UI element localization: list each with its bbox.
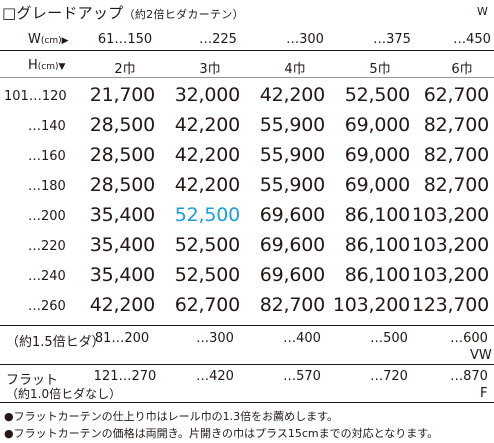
price-cell: 28,500 xyxy=(89,144,155,166)
price-cell: 86,100 xyxy=(344,204,410,226)
w-range-4: …375 xyxy=(373,32,411,47)
price-cell: 82,700 xyxy=(423,114,489,136)
width-count-2: 2巾 xyxy=(114,62,136,77)
pleat15-range-3: …400 xyxy=(283,331,321,346)
width-count-6: 6巾 xyxy=(451,62,473,77)
price-cell: 69,000 xyxy=(344,174,410,196)
price-cell: 42,200 xyxy=(174,174,240,196)
price-cell: 69,600 xyxy=(259,234,325,256)
price-cell: 86,100 xyxy=(344,234,410,256)
note-2: ●フラットカーテンの価格は両開き。片開きの巾はプラス15cmまでの対応となります… xyxy=(4,427,439,440)
arrow-right-icon: ▶ xyxy=(61,36,69,46)
divider-pleat15 xyxy=(0,325,494,326)
price-cell: 69,000 xyxy=(344,114,410,136)
row-height-label: …160 xyxy=(28,149,66,164)
price-cell: 103,200 xyxy=(411,204,489,226)
price-cell: 86,100 xyxy=(344,264,410,286)
flat-range-4: …720 xyxy=(370,369,408,384)
title-sub: （約2倍ヒダカーテン） xyxy=(123,8,244,21)
price-cell: 32,000 xyxy=(174,84,240,106)
row-height-label: …260 xyxy=(28,299,66,314)
flat-range-3: …570 xyxy=(283,369,321,384)
price-cell: 82,700 xyxy=(259,294,325,316)
w-range-3: …300 xyxy=(286,32,324,47)
pleat15-range-4: …500 xyxy=(370,331,408,346)
row-height-label: …140 xyxy=(28,119,66,134)
price-cell: 55,900 xyxy=(259,144,325,166)
row-height-label: …200 xyxy=(28,209,66,224)
price-cell: 52,500 xyxy=(174,234,240,256)
corner-w-label: W xyxy=(477,5,488,18)
price-cell: 42,200 xyxy=(174,144,240,166)
divider-top xyxy=(0,50,494,51)
pleat15-range-2: …300 xyxy=(196,331,234,346)
flat-sublabel: （約1.0倍ヒダなし） xyxy=(6,387,122,401)
price-cell: 28,500 xyxy=(89,174,155,196)
pleat15-label: （約1.5倍ヒダ） xyxy=(6,335,105,350)
pleat15-unit: VW xyxy=(470,348,492,363)
flat-range-5: …870 xyxy=(450,369,488,384)
flat-label: フラット xyxy=(6,373,59,388)
price-cell: 52,500 xyxy=(174,204,240,226)
price-cell: 123,700 xyxy=(411,294,489,316)
price-cell: 69,600 xyxy=(259,204,325,226)
price-cell: 103,200 xyxy=(332,294,410,316)
note-1: ●フラットカーテンの仕上り巾はレール巾の1.3倍をお薦めします。 xyxy=(4,410,338,423)
width-count-3: 3巾 xyxy=(199,62,221,77)
divider-header xyxy=(0,77,494,78)
price-cell: 21,700 xyxy=(89,84,155,106)
row-height-label: 101…120 xyxy=(4,89,67,104)
price-cell: 52,500 xyxy=(344,84,410,106)
price-cell: 69,600 xyxy=(259,264,325,286)
arrow-down-icon: ▼ xyxy=(58,62,66,72)
price-cell: 35,400 xyxy=(89,264,155,286)
divider-notes xyxy=(0,402,494,403)
price-cell: 62,700 xyxy=(423,84,489,106)
price-cell: 42,200 xyxy=(259,84,325,106)
price-cell: 42,200 xyxy=(89,294,155,316)
width-count-4: 4巾 xyxy=(284,62,306,77)
price-cell: 62,700 xyxy=(174,294,240,316)
flat-range-1: 121…270 xyxy=(93,369,157,384)
price-cell: 35,400 xyxy=(89,204,155,226)
price-cell: 82,700 xyxy=(423,174,489,196)
price-cell: 35,400 xyxy=(89,234,155,256)
flat-range-2: …420 xyxy=(196,369,234,384)
price-cell: 42,200 xyxy=(174,114,240,136)
price-cell: 55,900 xyxy=(259,174,325,196)
price-cell: 103,200 xyxy=(411,264,489,286)
page-title: □グレードアップ（約2倍ヒダカーテン） xyxy=(2,2,244,23)
pleat15-range-1: 81…200 xyxy=(94,331,150,346)
width-count-5: 5巾 xyxy=(369,62,391,77)
price-cell: 28,500 xyxy=(89,114,155,136)
divider-flat xyxy=(0,364,494,365)
w-range-2: …225 xyxy=(199,32,237,47)
flat-unit: F xyxy=(480,386,488,401)
price-cell: 69,000 xyxy=(344,144,410,166)
price-cell: 82,700 xyxy=(423,144,489,166)
w-header-label: W(cm)▶ xyxy=(28,32,69,47)
row-height-label: …180 xyxy=(28,179,66,194)
price-cell: 103,200 xyxy=(411,234,489,256)
price-cell: 52,500 xyxy=(174,264,240,286)
w-range-1: 61…150 xyxy=(97,32,153,47)
title-main: □グレードアップ xyxy=(2,4,124,22)
pleat15-range-5: …600 xyxy=(450,331,488,346)
h-header-label: H(cm)▼ xyxy=(28,58,66,73)
row-height-label: …220 xyxy=(28,239,66,254)
price-cell: 55,900 xyxy=(259,114,325,136)
w-range-5: …450 xyxy=(453,32,491,47)
row-height-label: …240 xyxy=(28,269,66,284)
